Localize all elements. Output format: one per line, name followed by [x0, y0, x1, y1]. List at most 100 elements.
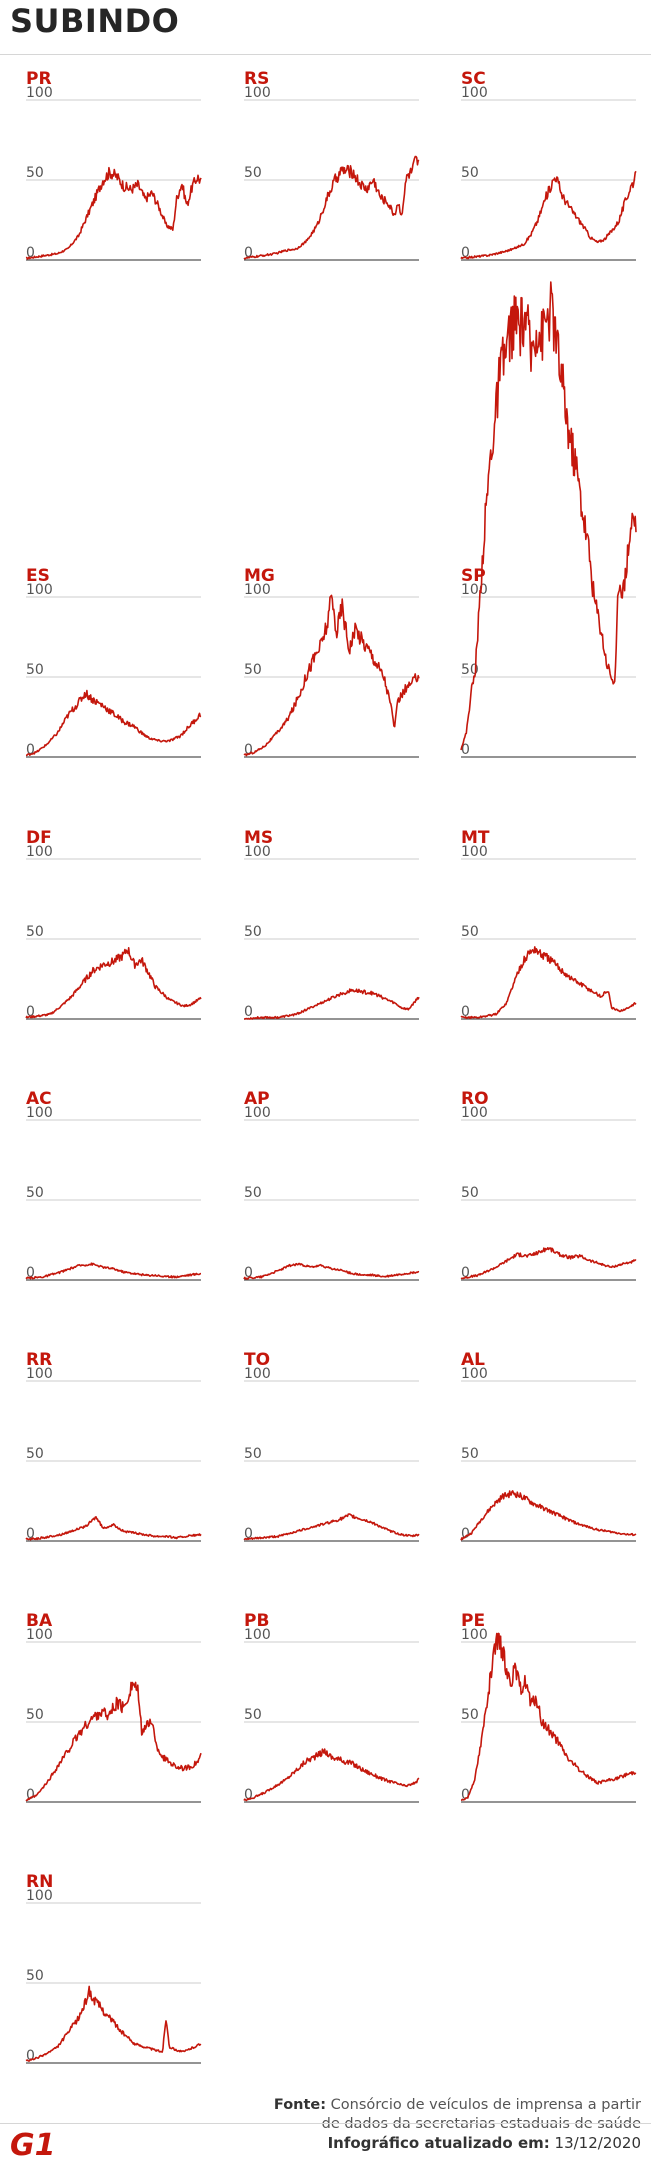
- series-line-pe: [460, 1632, 637, 1801]
- series-line-pb: [243, 1748, 420, 1802]
- y-tick-100-mt: 100: [461, 844, 488, 860]
- y-tick-0-rs: 0: [244, 245, 253, 261]
- y-tick-50-al: 50: [461, 1446, 479, 1462]
- series-line-rs: [243, 155, 420, 260]
- y-tick-0-df: 0: [26, 1004, 35, 1020]
- y-tick-50-ac: 50: [26, 1185, 44, 1201]
- y-tick-100-rn: 100: [26, 1888, 53, 1904]
- y-tick-50-rr: 50: [26, 1446, 44, 1462]
- state-label-sp: SP: [461, 566, 486, 586]
- y-tick-100-df: 100: [26, 844, 53, 860]
- y-tick-50-sc: 50: [461, 165, 479, 181]
- series-line-mg: [243, 594, 420, 757]
- y-tick-0-es: 0: [26, 742, 35, 758]
- y-tick-100-es: 100: [26, 582, 53, 598]
- y-tick-0-mg: 0: [244, 742, 253, 758]
- y-tick-50-pb: 50: [244, 1707, 262, 1723]
- series-line-sp: [460, 281, 637, 751]
- y-tick-50-mt: 50: [461, 924, 479, 940]
- state-label-df: DF: [26, 828, 52, 848]
- update-note: Infográfico atualizado em: 13/12/2020: [328, 2134, 641, 2152]
- y-tick-0-al: 0: [461, 1526, 470, 1542]
- y-tick-0-pe: 0: [461, 1787, 470, 1803]
- state-label-ac: AC: [26, 1089, 52, 1109]
- y-tick-100-mg: 100: [244, 582, 271, 598]
- series-line-to: [243, 1513, 420, 1541]
- state-label-rr: RR: [26, 1350, 52, 1370]
- state-label-mt: MT: [461, 828, 490, 848]
- y-tick-50-ba: 50: [26, 1707, 44, 1723]
- state-label-rs: RS: [244, 69, 269, 89]
- y-tick-0-to: 0: [244, 1526, 253, 1542]
- updated-date: 13/12/2020: [554, 2134, 641, 2152]
- y-tick-100-rr: 100: [26, 1366, 53, 1382]
- y-tick-100-rs: 100: [244, 85, 271, 101]
- y-tick-100-ap: 100: [244, 1105, 271, 1121]
- series-line-rr: [25, 1516, 202, 1541]
- series-line-ro: [460, 1247, 637, 1280]
- series-line-al: [460, 1490, 637, 1541]
- series-line-pr: [25, 166, 202, 260]
- state-label-ap: AP: [244, 1089, 270, 1109]
- y-tick-0-ap: 0: [244, 1265, 253, 1281]
- state-label-al: AL: [461, 1350, 485, 1370]
- page-title: SUBINDO: [10, 2, 180, 40]
- y-tick-0-ms: 0: [244, 1004, 253, 1020]
- state-label-mg: MG: [244, 566, 275, 586]
- state-label-es: ES: [26, 566, 50, 586]
- state-label-ms: MS: [244, 828, 273, 848]
- y-tick-0-ba: 0: [26, 1787, 35, 1803]
- series-line-es: [25, 689, 202, 757]
- y-tick-0-sp: 0: [461, 742, 470, 758]
- source-text-line-2: de dados da secretarias estaduais de saú…: [321, 2116, 641, 2132]
- y-tick-0-rn: 0: [26, 2048, 35, 2064]
- y-tick-100-sc: 100: [461, 85, 488, 101]
- y-tick-0-pb: 0: [244, 1787, 253, 1803]
- y-tick-100-sp: 100: [461, 582, 488, 598]
- state-label-ro: RO: [461, 1089, 489, 1109]
- series-line-ba: [25, 1681, 202, 1802]
- state-label-ba: BA: [26, 1611, 53, 1631]
- g1-logo-text: G1: [10, 2128, 56, 2161]
- y-tick-50-mg: 50: [244, 662, 262, 678]
- y-tick-50-df: 50: [26, 924, 44, 940]
- y-tick-0-ro: 0: [461, 1265, 470, 1281]
- y-tick-50-rn: 50: [26, 1968, 44, 1984]
- source-label: Fonte:: [273, 2097, 327, 2113]
- state-label-sc: SC: [461, 69, 486, 89]
- state-label-to: TO: [244, 1350, 270, 1370]
- small-multiples-charts: PR050100RS050100SC050100ES050100MG050100…: [25, 69, 637, 2064]
- series-line-ap: [243, 1262, 420, 1280]
- y-tick-50-pe: 50: [461, 1707, 479, 1723]
- series-line-df: [25, 946, 202, 1019]
- source-note: Fonte: Consórcio de veículos de imprensa…: [274, 2096, 641, 2134]
- series-line-ac: [25, 1262, 201, 1280]
- source-text-line-1: Consórcio de veículos de imprensa a part…: [330, 2097, 641, 2113]
- y-tick-100-pe: 100: [461, 1627, 488, 1643]
- y-tick-50-sp: 50: [461, 662, 479, 678]
- series-line-sc: [460, 170, 637, 260]
- y-tick-50-ms: 50: [244, 924, 262, 940]
- y-tick-100-ms: 100: [244, 844, 271, 860]
- y-tick-100-ba: 100: [26, 1627, 53, 1643]
- updated-label: Infográfico atualizado em:: [327, 2134, 550, 2152]
- y-tick-50-ap: 50: [244, 1185, 262, 1201]
- y-tick-100-ac: 100: [26, 1105, 53, 1121]
- y-tick-0-sc: 0: [461, 245, 470, 261]
- title-divider: [0, 54, 651, 55]
- y-tick-100-pb: 100: [244, 1627, 271, 1643]
- y-tick-50-rs: 50: [244, 165, 262, 181]
- y-tick-50-es: 50: [26, 662, 44, 678]
- y-tick-50-ro: 50: [461, 1185, 479, 1201]
- series-line-rn: [25, 1985, 202, 2062]
- state-label-pe: PE: [461, 1611, 485, 1631]
- y-tick-0-mt: 0: [461, 1004, 470, 1020]
- series-line-ms: [244, 988, 420, 1020]
- state-label-rn: RN: [26, 1872, 53, 1892]
- y-tick-0-ac: 0: [26, 1265, 35, 1281]
- state-label-pr: PR: [26, 69, 52, 89]
- g1-logo: G1: [10, 2128, 56, 2161]
- y-tick-100-al: 100: [461, 1366, 488, 1382]
- y-tick-100-pr: 100: [26, 85, 53, 101]
- y-tick-0-pr: 0: [26, 245, 35, 261]
